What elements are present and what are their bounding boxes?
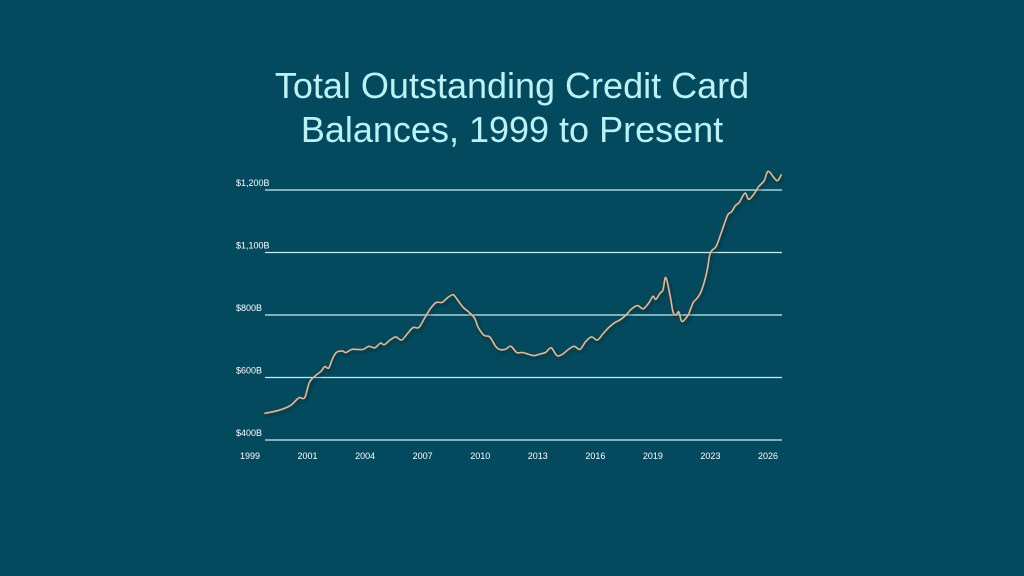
x-tick-label: 2026 [758, 451, 778, 461]
series-line-credit-card-balances [264, 170, 783, 415]
y-tick-label: $600B [236, 366, 262, 376]
x-tick-label: 2023 [700, 451, 720, 461]
x-tick-label: 2010 [470, 451, 490, 461]
x-axis-tick-labels: 1999 2001 2004 2007 2010 2013 2016 2019 2023 2026 [240, 451, 778, 461]
gridlines [265, 189, 782, 441]
x-tick-label: 2001 [298, 451, 318, 461]
x-tick-label: 2007 [413, 451, 433, 461]
y-axis-tick-labels: $400B $600B $800B $1,100B $1,200B [236, 178, 270, 438]
x-tick-label: 2013 [528, 451, 548, 461]
y-tick-label: $1,200B [236, 178, 270, 188]
chart-title-line-2: Balances, 1999 to Present [300, 109, 724, 150]
x-tick-label: 1999 [240, 451, 260, 461]
y-tick-label: $1,100B [236, 241, 270, 251]
x-tick-label: 2016 [585, 451, 605, 461]
y-tick-label: $800B [236, 303, 262, 313]
x-tick-label: 2004 [355, 451, 375, 461]
y-tick-label: $400B [236, 428, 262, 438]
chart-title-line-1: Total Outstanding Credit Card [274, 65, 750, 106]
series [264, 170, 783, 415]
x-tick-label: 2019 [643, 451, 663, 461]
